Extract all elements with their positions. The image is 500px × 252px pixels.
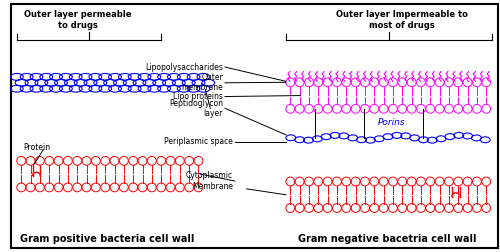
Text: Cytoplasmic
Membrane: Cytoplasmic Membrane: [186, 171, 233, 191]
Text: Outer
membrane: Outer membrane: [182, 73, 223, 92]
FancyBboxPatch shape: [11, 4, 498, 248]
Text: Gram positive bacteria cell wall: Gram positive bacteria cell wall: [20, 234, 195, 244]
Text: Outer layer permeable
to drugs: Outer layer permeable to drugs: [24, 10, 132, 29]
Text: Porins: Porins: [378, 118, 406, 127]
Text: Periplasmic space: Periplasmic space: [164, 137, 233, 146]
Text: Outer layer Impermeable to
most of drugs: Outer layer Impermeable to most of drugs: [336, 10, 468, 29]
Text: Protein: Protein: [24, 143, 51, 152]
Text: Gram negative bacetria cell wall: Gram negative bacetria cell wall: [298, 234, 476, 244]
Text: Peptidoglycon
layer: Peptidoglycon layer: [169, 99, 223, 118]
Text: Lipopolysaccharides: Lipopolysaccharides: [145, 62, 223, 72]
Text: Lipo proteins: Lipo proteins: [173, 92, 223, 101]
